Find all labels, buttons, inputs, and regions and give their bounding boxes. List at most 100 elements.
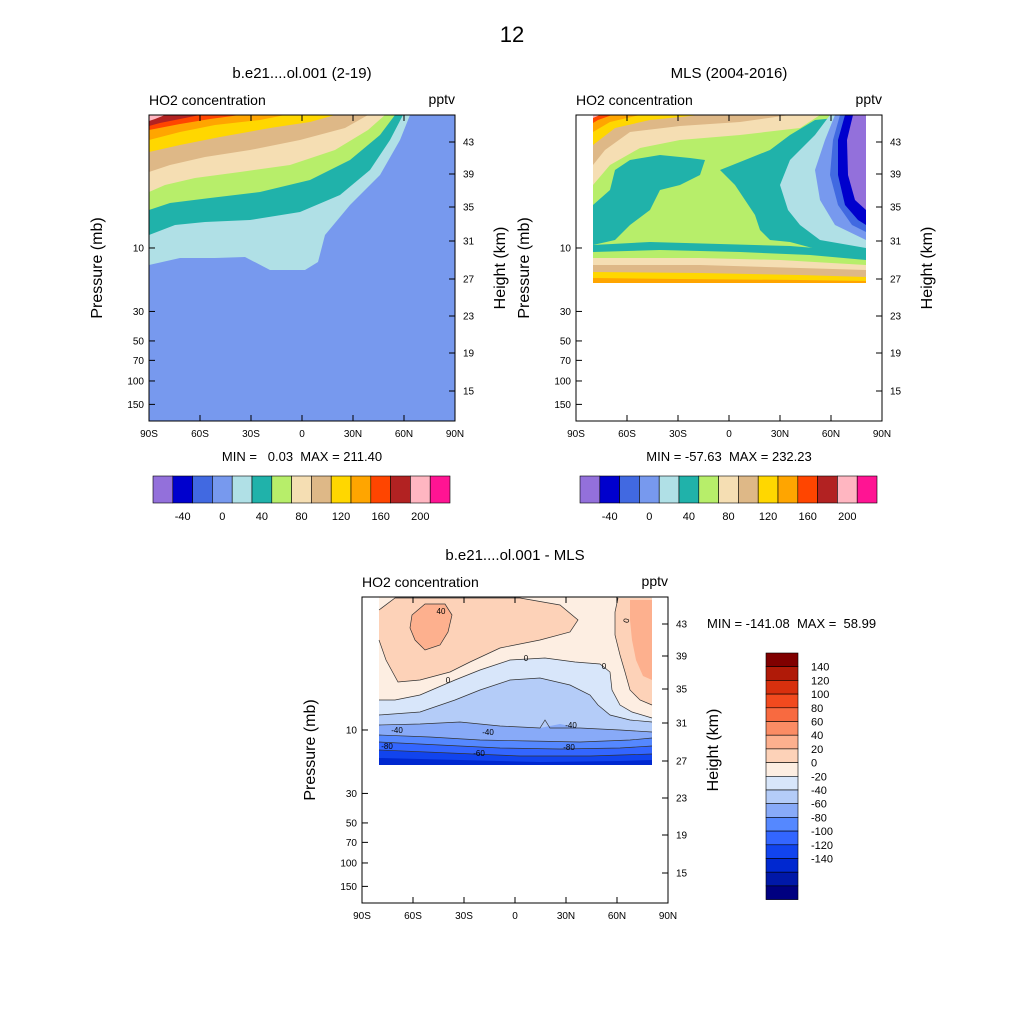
- diff-colorbar-swatch: [765, 830, 799, 846]
- obs-y-tick-label: 70: [560, 356, 572, 367]
- model-y2-tick-label: 31: [463, 237, 475, 248]
- obs-left-label: HO2 concentration: [576, 92, 693, 108]
- obs-colorbar-label: 0: [646, 511, 652, 523]
- model-axes: 90S 60S 30S 0 30N 60N 90N 10 30 50 70 100 150 43 39 3…: [127, 115, 475, 440]
- obs-y-ticks: 10 30 50 70 100 150: [554, 243, 582, 411]
- diff-left-label: HO2 concentration: [362, 574, 479, 590]
- model-right-label: pptv: [429, 91, 455, 107]
- model-y2-tick-label: 19: [463, 349, 475, 360]
- diff-y2-ticks: 43 39 35 31 27 23 19 15: [662, 620, 688, 880]
- diff-colorbar-swatch: [765, 734, 799, 750]
- obs-plot: [575, 114, 883, 422]
- obs-y2-tick-label: 39: [890, 170, 902, 181]
- diff-y2-tick-label: 27: [676, 757, 688, 768]
- model-colorbar-swatch: [231, 475, 253, 504]
- obs-colorbar-swatch: [777, 475, 799, 504]
- obs-colorbar-label: -40: [602, 511, 618, 523]
- panel-model: b.e21....ol.001 (2-19) HO2 concentration…: [89, 65, 509, 523]
- diff-x-ticks: 90S 60S 30S 0 30N 60N 90N: [353, 597, 677, 922]
- model-y2-tick-label: 15: [463, 387, 475, 398]
- obs-colorbar-swatch: [619, 475, 640, 504]
- diff-band-neg140: [379, 758, 652, 765]
- obs-colorbar-swatch: [797, 475, 818, 504]
- obs-y-tick-label: 30: [560, 307, 572, 318]
- obs-colorbar-label: 80: [722, 511, 734, 523]
- model-colorbar-swatch: [429, 475, 451, 504]
- model-y-ticks: 10 30 50 70 100 150: [127, 243, 155, 411]
- diff-colorbar-swatch: [765, 885, 799, 900]
- model-colorbar-swatch: [192, 475, 213, 504]
- diff-band-40-left: [410, 604, 452, 650]
- diff-contour-label: 0: [602, 662, 607, 671]
- obs-x-tick-label: 60S: [618, 429, 636, 440]
- obs-colorbar-swatch: [579, 475, 601, 504]
- diff-colorbar-swatch: [765, 844, 799, 859]
- diff-colorbar-label: -20: [811, 771, 827, 783]
- obs-band-purple: [847, 115, 866, 210]
- model-ylabel: Pressure (mb): [89, 217, 106, 318]
- model-colorbar-label: 80: [295, 511, 307, 523]
- diff-colorbar-swatch: [765, 789, 799, 804]
- model-colorbar-swatch: [212, 475, 233, 504]
- diff-colorbar-label: -80: [811, 812, 827, 824]
- model-y-tick-label: 100: [127, 376, 144, 387]
- diff-colorbar-label: 140: [811, 662, 829, 674]
- diff-colorbar-swatch: [765, 693, 799, 709]
- model-plot: [148, 114, 456, 422]
- obs-x-tick-label: 90N: [873, 429, 891, 440]
- diff-y2-tick-label: 43: [676, 620, 688, 631]
- model-colorbar-label: 120: [332, 511, 350, 523]
- model-band-firebrick: [149, 115, 200, 126]
- diff-contour-line: [378, 749, 653, 757]
- obs-colorbar-swatch: [639, 475, 660, 504]
- diff-contour-line: [378, 677, 653, 723]
- obs-colorbar-label: 120: [759, 511, 777, 523]
- obs-band-top-tan: [593, 115, 790, 165]
- obs-x-tick-label: 30S: [669, 429, 687, 440]
- diff-right-label: pptv: [642, 573, 668, 589]
- model-colorbar-swatch: [390, 475, 411, 504]
- model-colorbar-swatch: [311, 475, 332, 504]
- diff-colorbar-label: -40: [811, 785, 827, 797]
- model-left-label: HO2 concentration: [149, 92, 266, 108]
- diff-contour-label: -80: [381, 742, 393, 751]
- diff-colorbar-label: 20: [811, 744, 823, 756]
- model-colorbar-label: 40: [256, 511, 268, 523]
- obs-y2-tick-label: 43: [890, 138, 902, 149]
- diff-colorbar-swatch: [765, 871, 799, 887]
- model-colorbar-label: -40: [175, 511, 191, 523]
- obs-y-tick-label: 150: [554, 400, 571, 411]
- obs-y2-tick-label: 31: [890, 237, 902, 248]
- model-colorbar-label: 200: [411, 511, 429, 523]
- diff-y-tick-label: 100: [340, 858, 357, 869]
- diff-colorbar-swatch: [765, 748, 799, 763]
- diff-contour-line: [378, 597, 579, 683]
- diff-colorbar-swatch: [765, 817, 799, 832]
- diff-y-tick-label: 10: [346, 725, 358, 736]
- diff-contour-line: [614, 597, 653, 706]
- obs-y2label: Height (km): [919, 227, 936, 310]
- obs-y2-tick-label: 35: [890, 203, 902, 214]
- obs-colorbar: -40 0 40 80 120 160 200: [579, 475, 878, 523]
- diff-contour-label: 0: [524, 654, 529, 663]
- model-x-tick-label: 90N: [446, 429, 464, 440]
- diff-colorbar-label: 100: [811, 689, 829, 701]
- obs-band-top-gold: [593, 115, 700, 145]
- obs-x-tick-label: 30N: [771, 429, 789, 440]
- model-y2label: Height (km): [492, 227, 509, 310]
- diff-contour-line: [378, 741, 653, 750]
- obs-band-teal-left: [593, 155, 705, 245]
- obs-colorbar-swatch: [599, 475, 620, 504]
- model-y2-tick-label: 23: [463, 312, 475, 323]
- diff-colorbar-label: -120: [811, 840, 833, 852]
- diff-contour-line: [378, 734, 653, 743]
- diff-contour-line: [378, 719, 653, 733]
- obs-y2-tick-label: 19: [890, 349, 902, 360]
- diff-y-tick-label: 70: [346, 838, 358, 849]
- model-colorbar-label: 0: [219, 511, 225, 523]
- diff-band-40-right: [630, 600, 652, 680]
- model-y-tick-label: 150: [127, 400, 144, 411]
- diff-x-tick-label: 90N: [659, 911, 677, 922]
- model-x-tick-label: 60N: [395, 429, 413, 440]
